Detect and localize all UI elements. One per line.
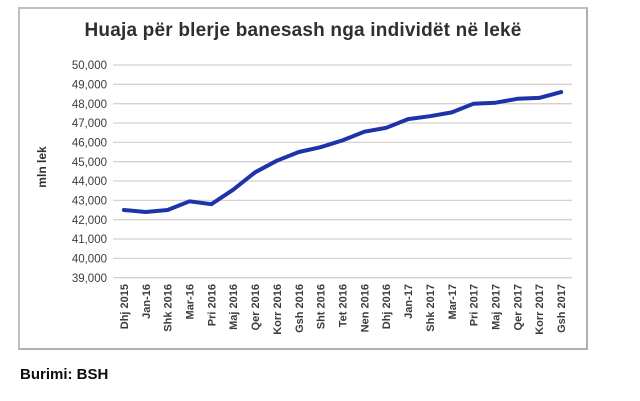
chart-container: Huaja për blerje banesash nga individët … bbox=[18, 7, 588, 350]
y-tick-label: 42,000 bbox=[72, 215, 107, 227]
x-tick-label: Tet 2016 bbox=[337, 284, 349, 327]
y-tick-label: 39,000 bbox=[72, 273, 107, 285]
y-tick-label: 46,000 bbox=[72, 137, 107, 149]
x-tick-label: Maj 2017 bbox=[490, 284, 502, 330]
chart-title: Huaja për blerje banesash nga individët … bbox=[84, 20, 522, 41]
x-tick-label: Mar-16 bbox=[184, 284, 196, 319]
y-tick-label: 43,000 bbox=[72, 195, 107, 207]
x-tick-label: Korr 2016 bbox=[272, 284, 284, 335]
x-tick-label: Jan-16 bbox=[141, 284, 153, 319]
x-tick-label: Pri 2017 bbox=[469, 284, 481, 326]
x-tick-label: Gsh 2017 bbox=[556, 284, 568, 333]
x-tick-label: Maj 2016 bbox=[228, 284, 240, 330]
x-tick-label: Korr 2017 bbox=[534, 284, 546, 335]
x-tick-label: Nen 2016 bbox=[359, 284, 371, 332]
x-tick-label: Shk 2017 bbox=[425, 284, 437, 332]
data-line bbox=[121, 90, 564, 214]
y-tick-label: 50,000 bbox=[72, 60, 107, 72]
y-tick-label: 48,000 bbox=[72, 99, 107, 111]
y-tick-label: 44,000 bbox=[72, 176, 107, 188]
x-tick-label: Dhj 2016 bbox=[381, 284, 393, 329]
y-tick-label: 41,000 bbox=[72, 234, 107, 246]
x-tick-label: Dhj 2015 bbox=[119, 284, 131, 329]
chart-canvas: 39,000 40,000 41,000 42,000 43,000 44,000 45,0… bbox=[72, 60, 572, 335]
x-tick-label: Shk 2016 bbox=[163, 284, 175, 332]
y-tick-label: 40,000 bbox=[72, 254, 107, 266]
x-tick-label: Gsh 2016 bbox=[294, 284, 306, 333]
x-tick-label: Jan-17 bbox=[403, 284, 415, 319]
y-tick-label: 49,000 bbox=[72, 79, 107, 91]
source-note: Burimi: BSH bbox=[20, 366, 109, 383]
y-tick-label: 45,000 bbox=[72, 157, 107, 169]
x-tick-label: Sht 2016 bbox=[316, 284, 328, 329]
y-tick-label: 47,000 bbox=[72, 118, 107, 130]
x-tick-label: Pri 2016 bbox=[206, 284, 218, 326]
x-tick-label: Qer 2017 bbox=[512, 284, 524, 330]
x-tick-label: Mar-17 bbox=[447, 284, 459, 319]
x-tick-label: Qer 2016 bbox=[250, 284, 262, 330]
